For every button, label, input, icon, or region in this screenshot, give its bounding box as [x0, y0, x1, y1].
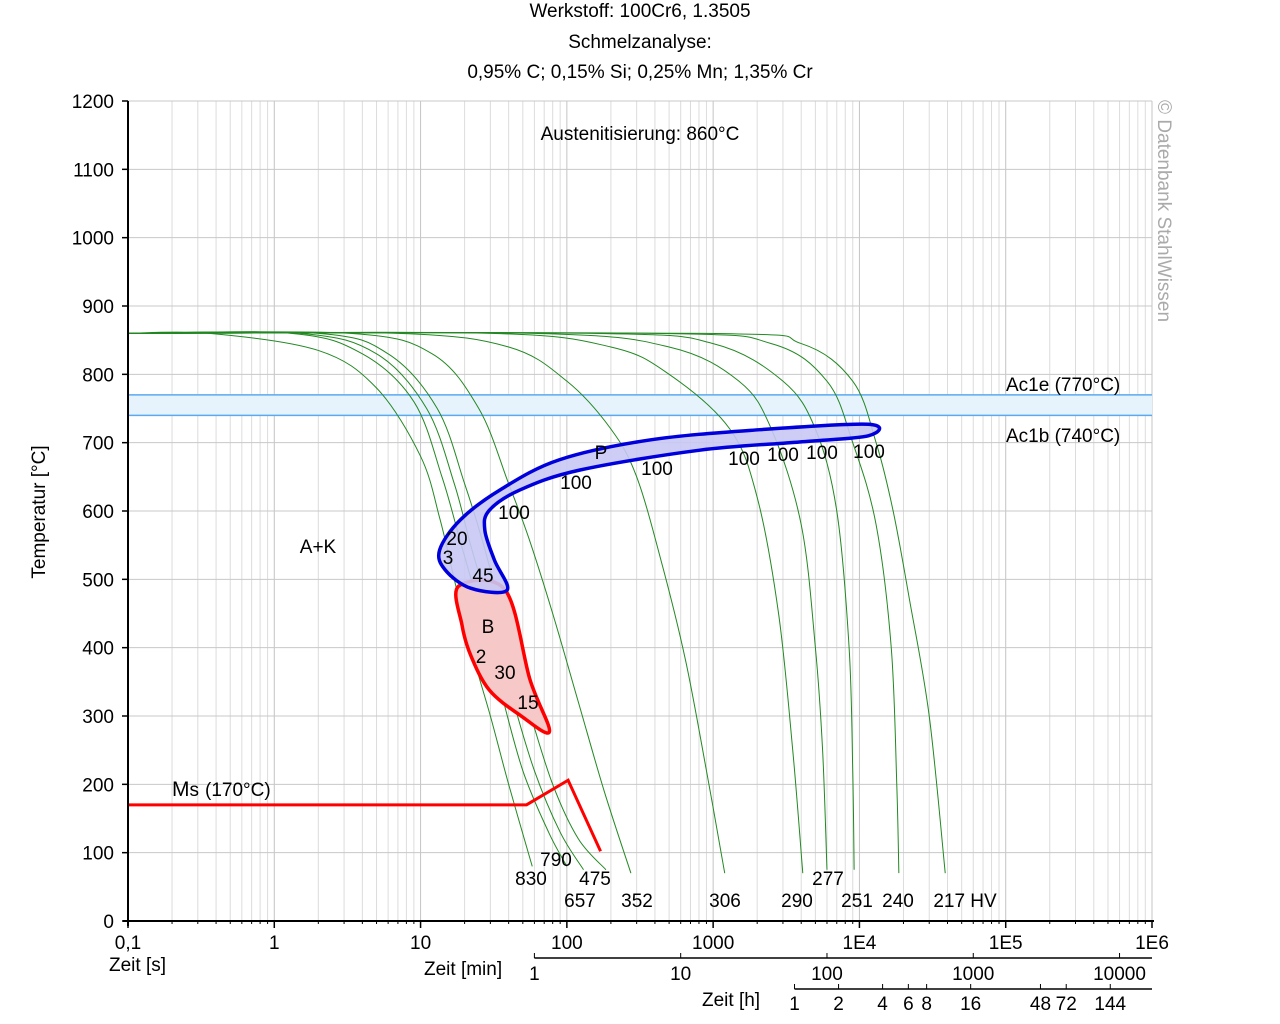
phase-pct: 30	[494, 663, 515, 684]
austenitizing-label: Austenitisierung: 860°C	[541, 124, 740, 145]
transformation-regions	[128, 422, 882, 852]
x-axis-label-seconds: Zeit [s]	[109, 955, 166, 976]
ac-lines	[128, 394, 1152, 417]
y-tick-label: 600	[82, 502, 114, 523]
x-tick-label: 100	[551, 933, 583, 954]
x-tick-label: 1E5	[989, 933, 1023, 954]
x-axis-label-hours: Zeit [h]	[702, 990, 760, 1011]
y-tick-label: 900	[82, 297, 114, 318]
hardness-label: 657	[564, 891, 596, 912]
minutes-tick-label: 1	[529, 964, 540, 985]
hours-tick-label: 2	[833, 994, 844, 1015]
hardness-label: 790	[540, 850, 572, 871]
title-line-1: Werkstoff: 100Cr6, 1.3505	[529, 1, 750, 22]
phase-pct: 2	[476, 647, 487, 668]
hours-tick-label: 16	[960, 994, 981, 1015]
phase-pct: 100	[641, 459, 673, 480]
bainite-region	[454, 578, 552, 735]
ms-label-temp: (170°C)	[205, 780, 271, 801]
y-tick-label: 1200	[72, 92, 114, 113]
ms-label-m: M	[172, 778, 190, 801]
phase-pct: 100	[560, 473, 592, 494]
x-axis-label-minutes: Zeit [min]	[424, 959, 502, 980]
phase-pct: 45	[472, 566, 493, 587]
y-tick-label: 0	[103, 912, 114, 933]
x-tick-label: 0,1	[115, 933, 141, 954]
y-tick-label: 200	[82, 775, 114, 796]
title-line-3: 0,95% C; 0,15% Si; 0,25% Mn; 1,35% Cr	[467, 62, 813, 83]
x-tick-label: 1000	[692, 933, 734, 954]
phase-pct: 3	[443, 548, 454, 569]
watermark: © Datenbank StahlWissen	[1153, 100, 1174, 322]
minutes-tick-label: 1000	[952, 964, 994, 985]
hardness-label: 352	[621, 891, 653, 912]
hardness-label: 290	[781, 891, 813, 912]
cooling-curves	[127, 331, 946, 874]
x-tick-label: 1	[269, 933, 280, 954]
y-tick-label: 700	[82, 434, 114, 455]
phase-pct: 15	[517, 693, 538, 714]
minutes-tick-label: 10000	[1093, 964, 1146, 985]
phase-pct: 100	[806, 443, 838, 464]
x-tick-label: 10	[410, 933, 431, 954]
region-label-a-k: A+K	[300, 537, 337, 558]
phase-pct: 100	[853, 442, 885, 463]
y-axis-label: Temperatur [°C]	[29, 445, 50, 578]
phase-pct: 100	[767, 445, 799, 466]
pearlite-label: P	[595, 443, 608, 464]
hours-tick-label: 72	[1056, 994, 1077, 1015]
x-tick-label: 1E4	[843, 933, 877, 954]
minutes-tick-label: 100	[811, 964, 843, 985]
y-tick-label: 400	[82, 639, 114, 660]
hardness-label: 251	[841, 891, 873, 912]
title-line-2: Schmelzanalyse:	[568, 32, 712, 53]
axes: 0100200300400500600700800900100011001200…	[72, 92, 1169, 1015]
hours-tick-label: 8	[921, 994, 932, 1015]
hardness-label: 830	[515, 869, 547, 890]
cooling-curve	[127, 332, 946, 874]
x-tick-label: 1E6	[1135, 933, 1169, 954]
minutes-tick-label: 10	[670, 964, 691, 985]
hardness-label: 475	[579, 869, 611, 890]
hardness-label: 217 HV	[933, 891, 997, 912]
y-tick-label: 500	[82, 570, 114, 591]
ac1b-label: Ac1b (740°C)	[1006, 426, 1120, 447]
hours-tick-label: 1	[789, 994, 800, 1015]
phase-pct: 20	[446, 529, 467, 550]
ac-band	[128, 394, 1152, 416]
y-tick-label: 300	[82, 707, 114, 728]
ms-line	[128, 778, 602, 852]
y-tick-label: 1000	[72, 229, 114, 250]
hardness-label: 277	[812, 869, 844, 890]
phase-pct: 100	[498, 503, 530, 524]
hours-tick-label: 144	[1094, 994, 1126, 1015]
y-tick-label: 800	[82, 365, 114, 386]
y-tick-label: 1100	[73, 160, 114, 181]
cooling-curve	[127, 331, 726, 874]
hours-tick-label: 48	[1030, 994, 1051, 1015]
ms-label-s: s	[190, 780, 200, 801]
ac1e-label: Ac1e (770°C)	[1006, 375, 1120, 396]
hours-tick-label: 4	[877, 994, 888, 1015]
y-tick-label: 100	[82, 844, 114, 865]
phase-pct: 100	[728, 449, 760, 470]
ms-label: Ms (170°C)	[172, 778, 271, 801]
hardness-label: 306	[709, 891, 741, 912]
hardness-label: 240	[882, 891, 914, 912]
pearlite-region	[436, 422, 882, 595]
hours-tick-label: 6	[903, 994, 914, 1015]
grid	[127, 100, 1153, 921]
bainite-label: B	[482, 617, 495, 638]
cooling-curve	[127, 331, 533, 867]
